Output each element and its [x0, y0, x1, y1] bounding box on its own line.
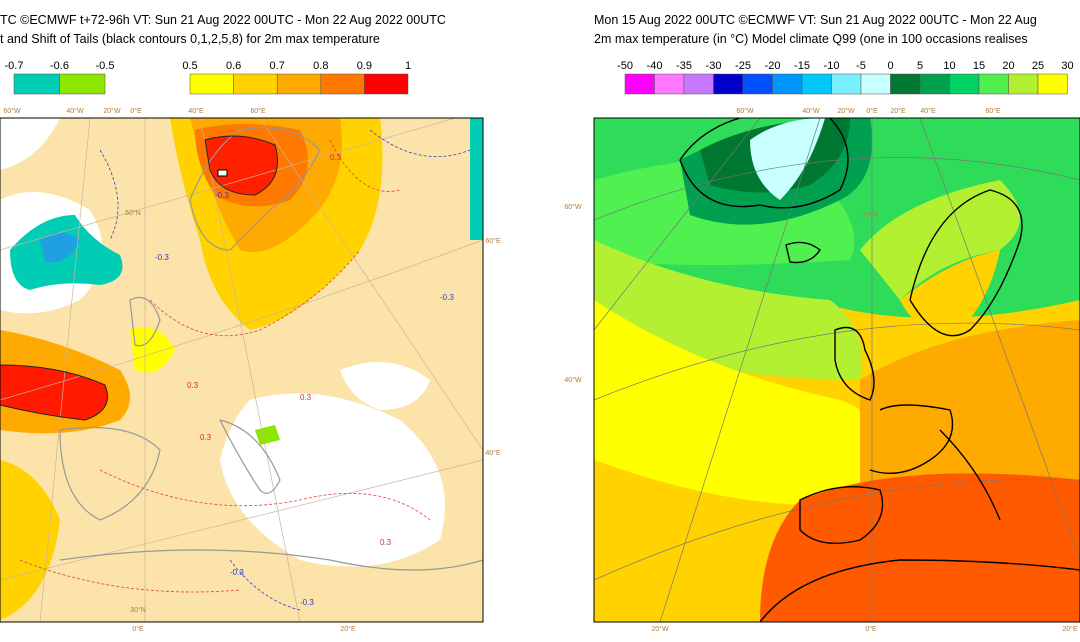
legend-label: 15 [973, 60, 985, 72]
legend-swatch [860, 73, 891, 95]
legend-swatch [59, 73, 106, 95]
contour-label: 0.3 [187, 381, 199, 390]
graticule-label: 20°E [890, 107, 906, 115]
graticule-label: 20°E [1062, 625, 1078, 633]
legend-label: 0.7 [270, 60, 285, 72]
legend-label: 0 [887, 60, 893, 72]
contour-label: 0.3 [380, 538, 392, 547]
legend-label: 30 [1061, 60, 1073, 72]
contour-label: 0.3 [330, 153, 342, 162]
legend-label: 0.9 [357, 60, 372, 72]
legend-label: -40 [647, 60, 663, 72]
coastlines [679, 118, 1080, 622]
graticule-label: 20°W [651, 625, 669, 633]
legend-swatch [189, 73, 234, 95]
graticule-label: 50°N [125, 209, 141, 217]
legend-swatch [978, 73, 1009, 95]
legend-label: -0.5 [96, 60, 115, 72]
graticule-label: 20°W [837, 107, 855, 115]
legend-label: -25 [735, 60, 751, 72]
header-line: TC ©ECMWF t+72-96h VT: Sun 21 Aug 2022 0… [0, 13, 446, 27]
legend-swatch [624, 73, 655, 95]
legend-swatch [654, 73, 685, 95]
graticule-label: 30°N [130, 606, 146, 614]
graticule-label: 0°E [866, 107, 878, 115]
legend-label: 25 [1032, 60, 1044, 72]
legend-swatch [831, 73, 862, 95]
left-frame [0, 117, 484, 623]
contour-label: -0.3 [230, 568, 244, 577]
legend-label: 0.5 [182, 60, 197, 72]
graticule-label: 70°N [862, 211, 878, 219]
graticule [0, 118, 483, 622]
legend-swatch [919, 73, 950, 95]
coastlines [59, 126, 483, 571]
legend-swatch [772, 73, 803, 95]
legend-swatch [320, 73, 365, 95]
positive-contours [19, 139, 431, 593]
right-frame [593, 117, 1080, 623]
contour-label: -0.3 [440, 293, 454, 302]
legend-swatch [1037, 73, 1068, 95]
graticule-label: 40°W [802, 107, 820, 115]
graticule-label: 40°E [188, 107, 204, 115]
contour-label: -0.3 [215, 191, 229, 200]
graticule-label: 20°E [340, 625, 356, 633]
contour-label: 0.3 [200, 433, 212, 442]
legend-label: -35 [676, 60, 692, 72]
legend-label: -30 [706, 60, 722, 72]
contour-label: -0.3 [155, 253, 169, 262]
legend-swatch [1008, 73, 1039, 95]
legend-label: -20 [765, 60, 781, 72]
graticule-label: 40°E [485, 449, 501, 457]
graticule-label: 0°E [865, 625, 877, 633]
graticule-label: 60°W [564, 203, 582, 211]
header-line: t and Shift of Tails (black contours 0,1… [0, 32, 380, 46]
legend-label: 0.8 [313, 60, 328, 72]
legend-label: -50 [617, 60, 633, 72]
legend-label: 20 [1002, 60, 1014, 72]
right-map [594, 118, 1080, 622]
header-line: 2m max temperature (in °C) Model climate… [594, 32, 1028, 46]
graticule-label: 40°W [564, 376, 582, 384]
legend-swatch [683, 73, 714, 95]
legend-swatch [890, 73, 921, 95]
legend-swatch [364, 73, 409, 95]
legend-label: -5 [856, 60, 866, 72]
left-map [0, 118, 483, 622]
legend-swatch [233, 73, 278, 95]
legend-label: 1 [405, 60, 411, 72]
legend-swatch [713, 73, 744, 95]
contour-label: -0.3 [300, 598, 314, 607]
legend-label: -0.7 [5, 60, 24, 72]
graticule-label: 60°W [736, 107, 754, 115]
graticule-label: 40°W [66, 107, 84, 115]
graticule-label: 20°W [103, 107, 121, 115]
legend-swatch [949, 73, 980, 95]
negative-contours [99, 129, 471, 611]
legend-label: -10 [824, 60, 840, 72]
graticule-label: 60°E [250, 107, 266, 115]
legend-swatch [742, 73, 773, 95]
legend-label: -15 [794, 60, 810, 72]
graticule-label: 60°E [985, 107, 1001, 115]
graticule-label: 0°E [130, 107, 142, 115]
graticule-label: 60°W [3, 107, 21, 115]
graticule-label: 60°E [485, 237, 501, 245]
legend-swatch [13, 73, 60, 95]
graticule-label: 40°E [920, 107, 936, 115]
legend-swatch [801, 73, 832, 95]
header-line: Mon 15 Aug 2022 00UTC ©ECMWF VT: Sun 21 … [594, 13, 1037, 27]
legend-label: 10 [943, 60, 955, 72]
legend-label: 0.6 [226, 60, 241, 72]
contour-label: 0.3 [300, 393, 312, 402]
legend-label: 5 [917, 60, 923, 72]
graticule-label: 0°E [132, 625, 144, 633]
legend-label: -0.6 [50, 60, 69, 72]
legend-swatch [276, 73, 322, 95]
